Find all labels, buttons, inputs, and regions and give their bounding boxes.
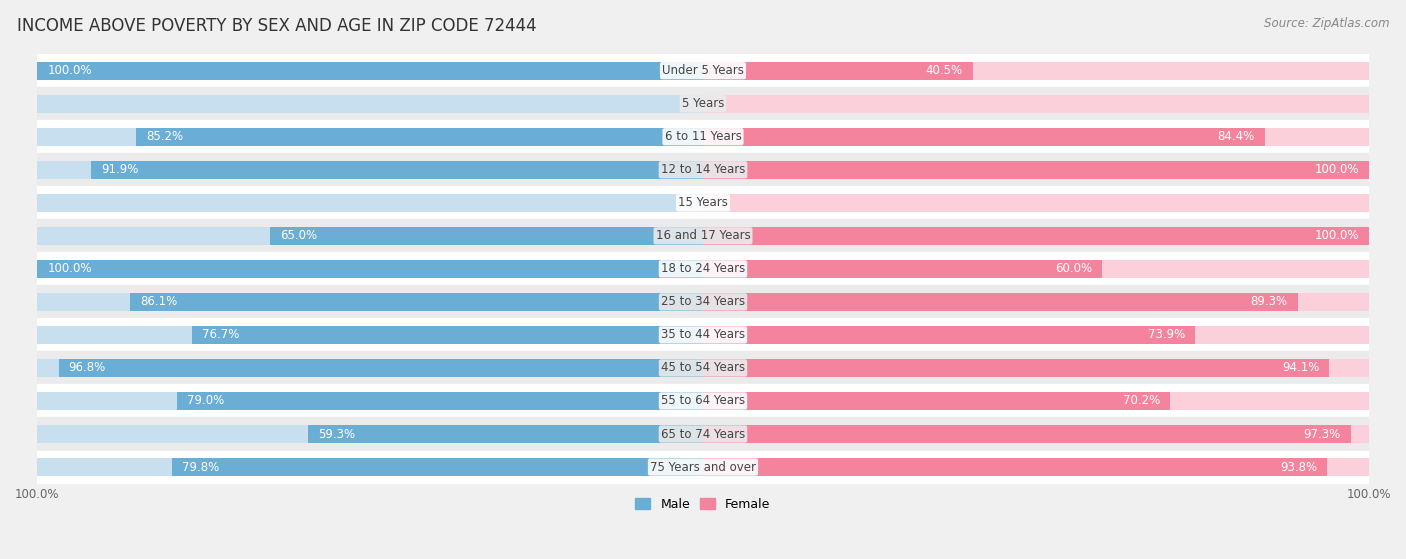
- Text: 59.3%: 59.3%: [318, 428, 356, 440]
- Text: 5 Years: 5 Years: [682, 97, 724, 110]
- Bar: [193, 326, 703, 344]
- Text: 60.0%: 60.0%: [1056, 262, 1092, 276]
- Text: 100.0%: 100.0%: [1315, 163, 1358, 176]
- Bar: [37, 392, 703, 410]
- Bar: [37, 160, 703, 179]
- Bar: [37, 194, 703, 212]
- Bar: [703, 392, 1170, 410]
- Text: 25 to 34 Years: 25 to 34 Years: [661, 295, 745, 309]
- Bar: [703, 160, 1369, 179]
- Bar: [37, 458, 703, 476]
- Text: 6 to 11 Years: 6 to 11 Years: [665, 130, 741, 143]
- Bar: [37, 418, 1369, 451]
- Bar: [37, 153, 1369, 186]
- Bar: [37, 61, 703, 80]
- Text: 70.2%: 70.2%: [1123, 395, 1160, 408]
- Text: 12 to 14 Years: 12 to 14 Years: [661, 163, 745, 176]
- Bar: [37, 326, 703, 344]
- Text: 18 to 24 Years: 18 to 24 Years: [661, 262, 745, 276]
- Legend: Male, Female: Male, Female: [630, 493, 776, 516]
- Text: 55 to 64 Years: 55 to 64 Years: [661, 395, 745, 408]
- Bar: [703, 127, 1369, 146]
- Bar: [703, 293, 1298, 311]
- Bar: [37, 186, 1369, 219]
- Bar: [703, 227, 1369, 245]
- Text: 79.0%: 79.0%: [187, 395, 225, 408]
- Bar: [37, 120, 1369, 153]
- Bar: [37, 61, 703, 80]
- Text: 73.9%: 73.9%: [1147, 328, 1185, 342]
- Text: 65.0%: 65.0%: [280, 229, 318, 242]
- Text: 35 to 44 Years: 35 to 44 Years: [661, 328, 745, 342]
- Text: 97.3%: 97.3%: [1303, 428, 1341, 440]
- Text: 85.2%: 85.2%: [146, 130, 183, 143]
- Bar: [37, 359, 703, 377]
- Text: 45 to 54 Years: 45 to 54 Years: [661, 362, 745, 375]
- Bar: [37, 352, 1369, 385]
- Text: 76.7%: 76.7%: [202, 328, 240, 342]
- Bar: [703, 194, 1369, 212]
- Bar: [37, 87, 1369, 120]
- Bar: [37, 260, 703, 278]
- Text: 86.1%: 86.1%: [139, 295, 177, 309]
- Text: 79.8%: 79.8%: [181, 461, 219, 473]
- Text: Source: ZipAtlas.com: Source: ZipAtlas.com: [1264, 17, 1389, 30]
- Bar: [37, 319, 1369, 352]
- Text: INCOME ABOVE POVERTY BY SEX AND AGE IN ZIP CODE 72444: INCOME ABOVE POVERTY BY SEX AND AGE IN Z…: [17, 17, 537, 35]
- Text: 15 Years: 15 Years: [678, 196, 728, 209]
- Bar: [703, 392, 1369, 410]
- Bar: [37, 227, 703, 245]
- Bar: [703, 94, 1369, 113]
- Bar: [703, 425, 1351, 443]
- Text: 16 and 17 Years: 16 and 17 Years: [655, 229, 751, 242]
- Text: 100.0%: 100.0%: [48, 64, 91, 77]
- Bar: [270, 227, 703, 245]
- Bar: [172, 458, 703, 476]
- Bar: [37, 285, 1369, 319]
- Bar: [703, 260, 1369, 278]
- Bar: [37, 94, 703, 113]
- Text: 84.4%: 84.4%: [1218, 130, 1256, 143]
- Text: 91.9%: 91.9%: [101, 163, 139, 176]
- Bar: [37, 252, 1369, 285]
- Bar: [703, 293, 1369, 311]
- Bar: [136, 127, 703, 146]
- Bar: [703, 127, 1265, 146]
- Bar: [37, 260, 703, 278]
- Bar: [703, 359, 1369, 377]
- Bar: [703, 61, 973, 80]
- Text: 93.8%: 93.8%: [1281, 461, 1317, 473]
- Bar: [37, 293, 703, 311]
- Bar: [37, 219, 1369, 252]
- Text: 89.3%: 89.3%: [1250, 295, 1288, 309]
- Bar: [703, 260, 1102, 278]
- Text: 65 to 74 Years: 65 to 74 Years: [661, 428, 745, 440]
- Text: 40.5%: 40.5%: [925, 64, 963, 77]
- Bar: [703, 160, 1369, 179]
- Text: Under 5 Years: Under 5 Years: [662, 64, 744, 77]
- Bar: [129, 293, 703, 311]
- Bar: [37, 54, 1369, 87]
- Bar: [37, 385, 1369, 418]
- Bar: [703, 61, 1369, 80]
- Bar: [59, 359, 703, 377]
- Text: 94.1%: 94.1%: [1282, 362, 1319, 375]
- Bar: [37, 127, 703, 146]
- Bar: [703, 326, 1195, 344]
- Bar: [703, 359, 1330, 377]
- Bar: [91, 160, 703, 179]
- Bar: [703, 326, 1369, 344]
- Text: 96.8%: 96.8%: [69, 362, 105, 375]
- Bar: [177, 392, 703, 410]
- Bar: [37, 451, 1369, 484]
- Bar: [703, 227, 1369, 245]
- Bar: [703, 458, 1369, 476]
- Bar: [703, 425, 1369, 443]
- Text: 100.0%: 100.0%: [48, 262, 91, 276]
- Bar: [37, 425, 703, 443]
- Bar: [703, 458, 1327, 476]
- Bar: [308, 425, 703, 443]
- Text: 100.0%: 100.0%: [1315, 229, 1358, 242]
- Text: 75 Years and over: 75 Years and over: [650, 461, 756, 473]
